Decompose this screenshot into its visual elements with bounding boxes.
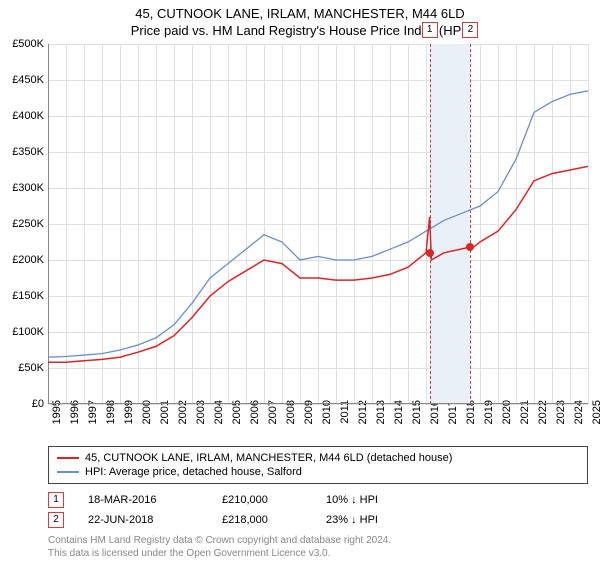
chart-lines — [48, 44, 588, 404]
y-axis-label: £450K — [0, 74, 44, 86]
sales-table: 1 18-MAR-2016 £210,000 10% ↓ HPI 2 22-JUN-201… — [48, 490, 588, 530]
y-axis-label: £100K — [0, 326, 44, 338]
sale-date: 22-JUN-2018 — [88, 514, 198, 526]
legend-label: 45, CUTNOOK LANE, IRLAM, MANCHESTER, M44… — [85, 452, 452, 464]
sale-dot — [426, 249, 434, 257]
sale-row: 2 22-JUN-2018 £218,000 23% ↓ HPI — [48, 510, 588, 530]
chart-subtitle: Price paid vs. HM Land Registry's House … — [0, 23, 600, 38]
footer-line: This data is licensed under the Open Gov… — [48, 547, 588, 560]
y-axis-label: £500K — [0, 38, 44, 50]
y-axis-label: £150K — [0, 290, 44, 302]
marker-number-box: 1 — [422, 22, 438, 38]
y-axis-label: £50K — [0, 362, 44, 374]
footer-attribution: Contains HM Land Registry data © Crown c… — [48, 534, 588, 560]
sale-dot — [466, 243, 474, 251]
sale-pct-vs-hpi: 10% ↓ HPI — [326, 494, 436, 506]
chart-plot-area: £0£50K£100K£150K£200K£250K£300K£350K£400… — [48, 44, 588, 404]
gridline — [588, 44, 589, 404]
legend-label: HPI: Average price, detached house, Salf… — [85, 466, 302, 478]
y-axis-label: £400K — [0, 110, 44, 122]
legend-swatch — [57, 457, 79, 459]
chart-title: 45, CUTNOOK LANE, IRLAM, MANCHESTER, M44… — [0, 6, 600, 21]
y-axis-label: £250K — [0, 218, 44, 230]
legend-item: 45, CUTNOOK LANE, IRLAM, MANCHESTER, M44… — [57, 451, 579, 465]
y-axis-label: £0 — [0, 398, 44, 410]
series-property — [48, 166, 588, 362]
marker-number-box: 2 — [462, 22, 478, 38]
legend-swatch — [57, 471, 79, 473]
y-axis-label: £300K — [0, 182, 44, 194]
y-axis-label: £200K — [0, 254, 44, 266]
sale-date: 18-MAR-2016 — [88, 494, 198, 506]
sale-marker-box: 1 — [48, 492, 64, 508]
footer-line: Contains HM Land Registry data © Crown c… — [48, 534, 588, 547]
chart-legend: 45, CUTNOOK LANE, IRLAM, MANCHESTER, M44… — [48, 446, 588, 484]
series-hpi — [48, 91, 588, 357]
sale-pct-vs-hpi: 23% ↓ HPI — [326, 514, 436, 526]
sale-price: £218,000 — [222, 514, 302, 526]
x-axis-label: 2025 — [591, 400, 600, 424]
sale-price: £210,000 — [222, 494, 302, 506]
sale-row: 1 18-MAR-2016 £210,000 10% ↓ HPI — [48, 490, 588, 510]
y-axis-label: £350K — [0, 146, 44, 158]
sale-marker-box: 2 — [48, 512, 64, 528]
legend-item: HPI: Average price, detached house, Salf… — [57, 465, 579, 479]
